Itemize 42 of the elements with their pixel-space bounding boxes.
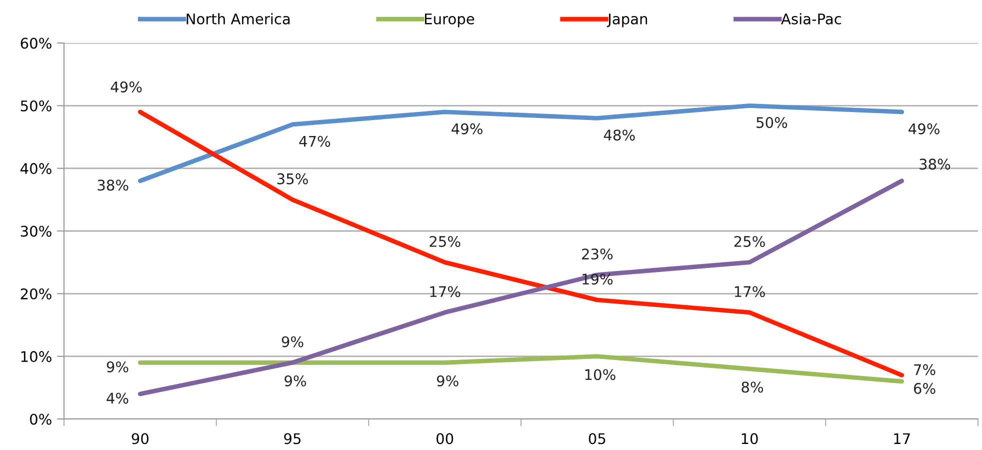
data-label: 17% xyxy=(734,286,765,298)
y-tick-label: 0% xyxy=(30,414,52,425)
legend-label: Europe xyxy=(425,14,474,28)
y-tick-label: 60% xyxy=(20,38,52,49)
data-label: 50% xyxy=(756,117,788,128)
data-label: 25% xyxy=(734,236,765,248)
x-tick-label: 00 xyxy=(436,433,454,444)
data-label: 25% xyxy=(430,236,460,248)
line-series xyxy=(138,103,904,184)
data-label: 9% xyxy=(106,361,128,372)
data-label: 48% xyxy=(604,130,635,141)
data-label: 49% xyxy=(908,123,940,134)
data-label: 19% xyxy=(582,274,613,285)
x-tick-label: 05 xyxy=(588,433,606,444)
data-label: 9% xyxy=(284,375,306,386)
data-label: 6% xyxy=(914,382,936,394)
y-tick-label: 20% xyxy=(20,288,52,300)
x-tick-label: 90 xyxy=(132,433,148,444)
y-tick-label: 50% xyxy=(20,100,52,112)
y-tick-label: 30% xyxy=(20,226,52,237)
data-label: 38% xyxy=(98,180,128,191)
data-label: 17% xyxy=(430,286,460,298)
data-label: 49% xyxy=(110,81,142,92)
x-tick-label: 95 xyxy=(284,433,301,444)
legend-label: North America xyxy=(186,13,290,24)
data-label: 35% xyxy=(277,173,308,184)
data-label: 7% xyxy=(914,364,936,376)
x-tick-label: 17 xyxy=(894,433,910,444)
x-tick-label: 10 xyxy=(742,433,758,444)
data-label: 4% xyxy=(106,392,128,404)
data-label: 9% xyxy=(282,336,304,348)
data-label: 23% xyxy=(582,248,613,260)
data-label: 10% xyxy=(585,369,616,380)
data-label: 9% xyxy=(436,375,458,386)
legend-label: Japan xyxy=(606,14,648,28)
data-label: 8% xyxy=(742,382,764,393)
y-tick-label: 10% xyxy=(21,351,52,362)
data-label: 47% xyxy=(299,136,330,147)
y-tick-label: 40% xyxy=(20,163,52,174)
data-label: 49% xyxy=(452,123,482,134)
legend-label: Asia-Pac xyxy=(781,13,841,24)
data-label: 38% xyxy=(920,158,950,170)
